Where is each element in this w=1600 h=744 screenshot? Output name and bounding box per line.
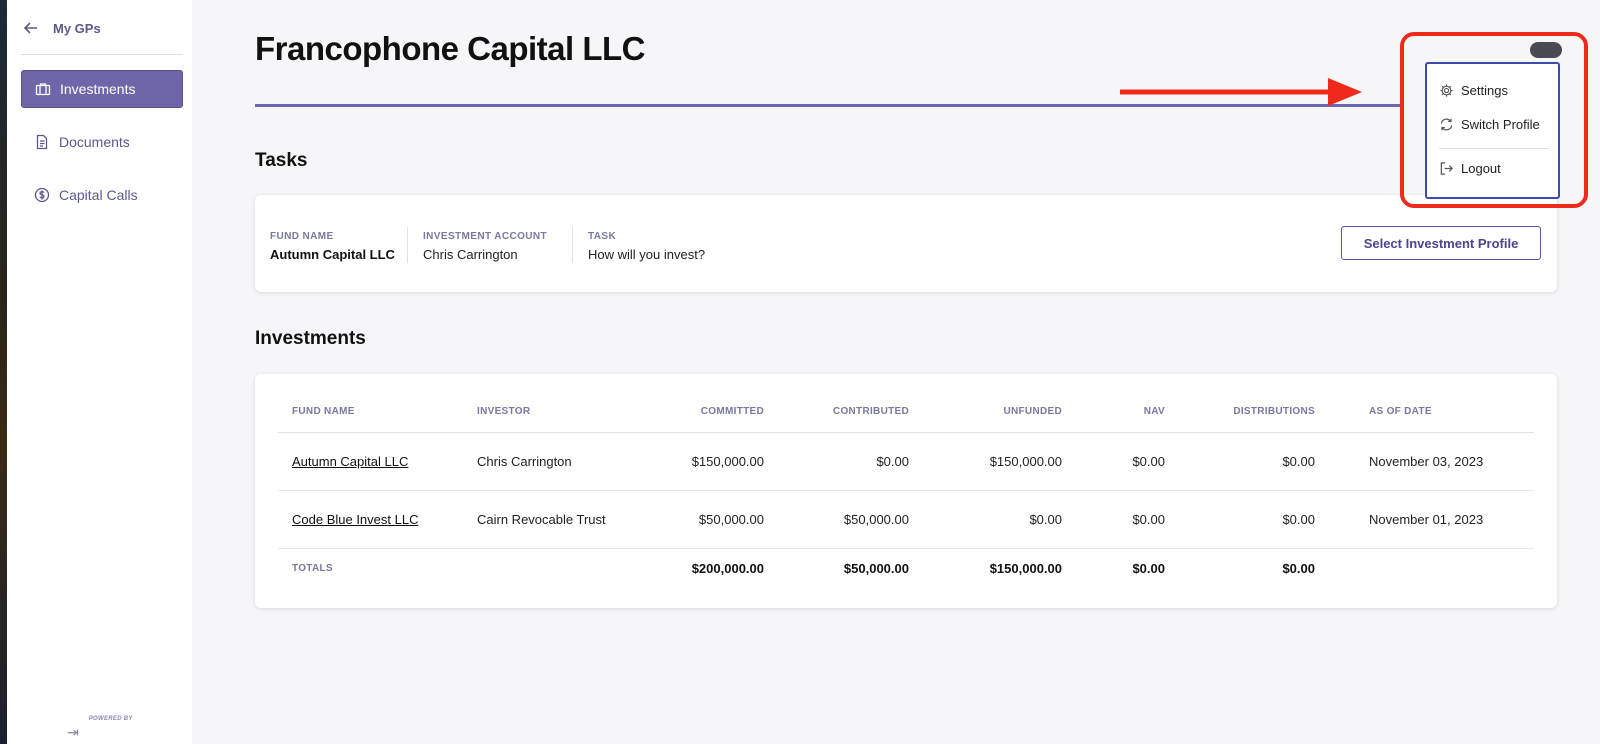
- committed-cell: $150,000.00: [648, 432, 778, 491]
- total-unfunded: $150,000.00: [989, 560, 1062, 576]
- title-underline: [255, 104, 1400, 107]
- sidebar-item-capital-calls[interactable]: Capital Calls: [21, 176, 183, 214]
- fund-link[interactable]: Code Blue Invest LLC: [292, 511, 419, 527]
- back-label: My GPs: [53, 20, 101, 36]
- refresh-icon: [1440, 118, 1453, 131]
- select-investment-profile-button[interactable]: Select Investment Profile: [1341, 226, 1541, 260]
- tasks-heading: Tasks: [255, 150, 308, 171]
- sidebar-item-label: Capital Calls: [59, 187, 138, 203]
- investments-table: FUND NAME INVESTOR COMMITTED CONTRIBUTED…: [278, 392, 1534, 588]
- totals-label: TOTALS: [292, 562, 333, 574]
- investments-card: FUND NAME INVESTOR COMMITTED CONTRIBUTED…: [255, 374, 1557, 608]
- menu-item-logout[interactable]: Logout: [1439, 161, 1501, 176]
- column-header-distributions: DISTRIBUTIONS: [1179, 392, 1329, 433]
- committed-cell: $50,000.00: [648, 490, 778, 549]
- menu-item-label: Switch Profile: [1461, 117, 1540, 132]
- total-distributions: $0.00: [1282, 560, 1315, 576]
- table-row: Autumn Capital LLC Chris Carrington $150…: [278, 432, 1534, 491]
- as-of-date-cell: November 03, 2023: [1329, 432, 1534, 491]
- distributions-cell: $0.00: [1179, 490, 1329, 549]
- dollar-circle-icon: [34, 187, 50, 203]
- total-committed: $200,000.00: [691, 560, 764, 576]
- user-menu-dropdown: Settings Switch Profile Logout: [1425, 62, 1560, 199]
- annotation-arrow-icon: [1120, 78, 1362, 106]
- task-card: FUND NAME Autumn Capital LLC INVESTMENT …: [255, 195, 1557, 292]
- page-title: Francophone Capital LLC: [255, 30, 646, 67]
- column-header-contributed: CONTRIBUTED: [778, 392, 923, 433]
- as-of-date-cell: November 01, 2023: [1329, 490, 1534, 549]
- sidebar-divider: [21, 54, 183, 55]
- investment-account-label: INVESTMENT ACCOUNT: [423, 231, 548, 242]
- task-description-column: TASK How will you invest?: [588, 231, 705, 262]
- table-header-row: FUND NAME INVESTOR COMMITTED CONTRIBUTED…: [278, 392, 1534, 433]
- arrow-left-icon: [23, 22, 37, 34]
- logout-icon: [1440, 162, 1453, 175]
- logo-arrow-icon: ⇥: [67, 724, 79, 740]
- column-header-committed: COMMITTED: [648, 392, 778, 433]
- menu-divider: [1439, 148, 1549, 149]
- investor-cell: Cairn Revocable Trust: [463, 490, 648, 549]
- powered-by-text: POWERED BY: [88, 716, 133, 722]
- sidebar-item-label: Documents: [59, 134, 130, 150]
- task-label: TASK: [588, 231, 617, 242]
- document-icon: [36, 134, 48, 150]
- menu-item-settings[interactable]: Settings: [1439, 83, 1508, 98]
- total-contributed: $50,000.00: [843, 560, 909, 576]
- task-account-column: INVESTMENT ACCOUNT Chris Carrington: [423, 231, 547, 262]
- menu-item-label: Settings: [1461, 83, 1508, 98]
- powered-by-logo: ⇥ POWERED BY: [67, 716, 133, 741]
- sidebar-item-documents[interactable]: Documents: [21, 123, 183, 161]
- gear-icon: [1440, 84, 1453, 97]
- desktop-edge: [0, 0, 7, 744]
- investments-heading: Investments: [255, 328, 366, 349]
- fund-name-value: Autumn Capital LLC: [270, 247, 395, 262]
- table-row: Code Blue Invest LLC Cairn Revocable Tru…: [278, 490, 1534, 549]
- column-divider: [407, 227, 408, 263]
- contributed-cell: $50,000.00: [778, 490, 923, 549]
- column-header-unfunded: UNFUNDED: [923, 392, 1076, 433]
- column-header-investor: INVESTOR: [463, 392, 648, 433]
- menu-item-switch-profile[interactable]: Switch Profile: [1439, 117, 1540, 132]
- investment-account-value: Chris Carrington: [423, 247, 518, 262]
- column-divider: [572, 227, 573, 263]
- fund-name-label: FUND NAME: [270, 231, 334, 242]
- totals-empty-cell: [1329, 548, 1534, 588]
- total-nav: $0.00: [1132, 560, 1165, 576]
- sidebar-item-investments[interactable]: Investments: [21, 70, 183, 108]
- totals-empty-cell: [463, 548, 648, 588]
- sidebar-item-label: Investments: [60, 81, 136, 97]
- totals-row: TOTALS $200,000.00 $50,000.00 $150,000.0…: [278, 548, 1534, 588]
- menu-item-label: Logout: [1461, 161, 1501, 176]
- user-avatar-button[interactable]: [1530, 42, 1562, 58]
- task-value: How will you invest?: [588, 247, 706, 262]
- column-header-as-of-date: AS OF DATE: [1329, 392, 1534, 433]
- nav-cell: $0.00: [1076, 490, 1179, 549]
- distributions-cell: $0.00: [1179, 432, 1329, 491]
- task-fund-column: FUND NAME Autumn Capital LLC: [270, 231, 395, 262]
- investor-cell: Chris Carrington: [463, 432, 648, 491]
- sidebar: My GPs Investments Documents Capital Cal…: [7, 0, 192, 744]
- column-header-fund-name: FUND NAME: [278, 392, 463, 433]
- contributed-cell: $0.00: [778, 432, 923, 491]
- back-to-gps-link[interactable]: My GPs: [23, 16, 101, 40]
- column-header-nav: NAV: [1076, 392, 1179, 433]
- fund-link[interactable]: Autumn Capital LLC: [292, 453, 409, 469]
- briefcase-icon: [35, 83, 51, 96]
- unfunded-cell: $150,000.00: [923, 432, 1076, 491]
- nav-cell: $0.00: [1076, 432, 1179, 491]
- unfunded-cell: $0.00: [923, 490, 1076, 549]
